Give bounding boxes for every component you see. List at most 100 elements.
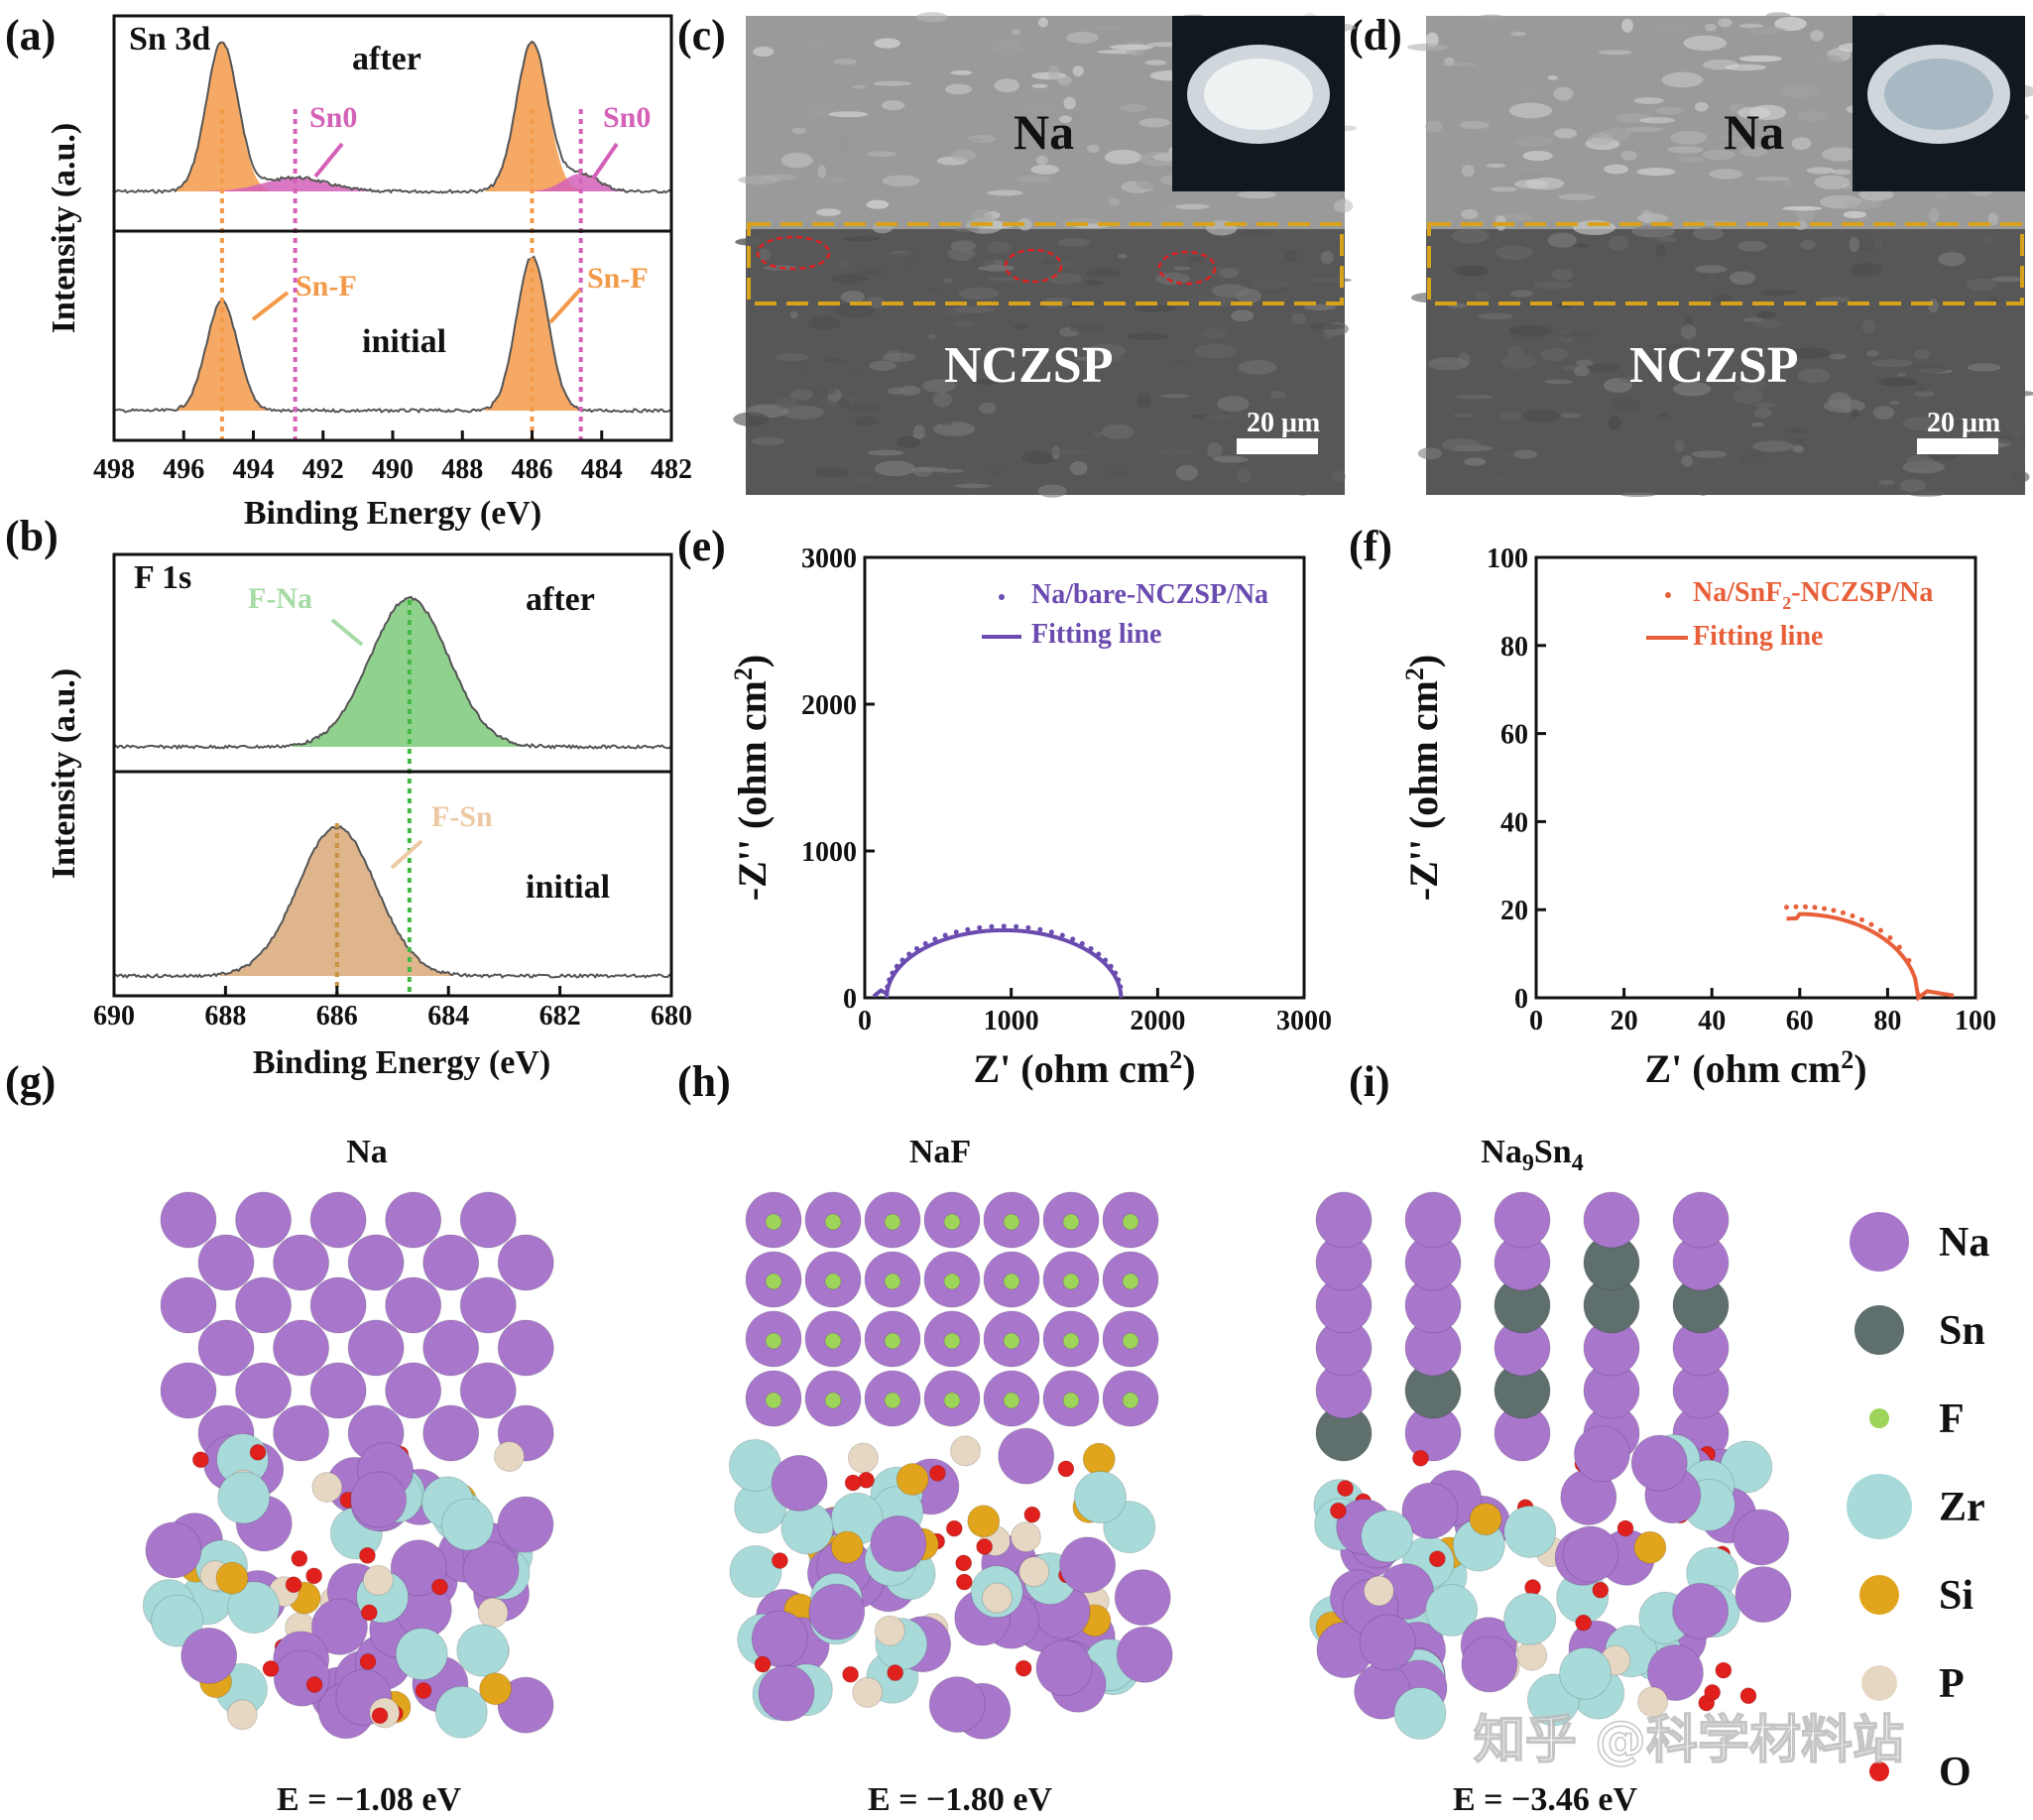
texture — [1905, 363, 1950, 374]
texture — [1800, 239, 1816, 250]
atom-p — [477, 1597, 509, 1629]
texture — [1477, 14, 1505, 21]
texture — [1240, 230, 1273, 237]
texture — [1017, 217, 1032, 231]
void-marker — [756, 235, 831, 271]
texture — [1725, 63, 1767, 71]
atom-na — [310, 1598, 368, 1655]
texture — [1717, 135, 1759, 142]
texture — [1791, 137, 1812, 151]
atom-zr — [151, 1594, 204, 1647]
texture — [985, 465, 1005, 476]
texture — [1823, 399, 1866, 414]
data-point — [989, 923, 995, 929]
texture — [1175, 464, 1199, 481]
atom-f — [1122, 1392, 1139, 1409]
structure-title-na9sn4: Na9Sn4 — [1481, 1134, 1583, 1176]
atom-na — [497, 1496, 554, 1553]
atom-na — [273, 1649, 330, 1707]
texture — [1617, 377, 1641, 384]
atom-na — [1734, 1566, 1792, 1624]
annot-fna: F-Na — [248, 582, 312, 615]
x-tick-label: 20 — [1611, 1006, 1638, 1036]
texture — [1030, 165, 1059, 175]
texture — [1518, 84, 1534, 99]
atom-o — [844, 1474, 862, 1492]
texture — [1031, 83, 1048, 88]
texture — [881, 100, 905, 111]
atom-f — [765, 1392, 782, 1409]
peak-fill — [485, 43, 579, 191]
texture — [1574, 365, 1590, 377]
atom-o — [976, 1537, 994, 1555]
legend-label-data: Na/bare-NCZSP/Na — [1031, 579, 1268, 610]
peak-fill — [200, 178, 390, 191]
atom-o — [262, 1659, 280, 1677]
texture — [843, 369, 873, 374]
atom-na — [1733, 1509, 1790, 1566]
atom-o — [305, 1675, 323, 1693]
atom-f — [765, 1213, 782, 1231]
label-initial-a: initial — [362, 323, 446, 360]
data-point — [1070, 936, 1076, 942]
atom-si — [896, 1463, 929, 1497]
texture — [1709, 169, 1743, 180]
texture — [1759, 290, 1799, 296]
texture — [758, 248, 771, 262]
void-marker — [1004, 248, 1063, 284]
data-point — [965, 926, 971, 932]
atom-f — [1062, 1273, 1080, 1290]
texture — [780, 152, 813, 169]
atom-zr — [1425, 1583, 1479, 1637]
texture — [1521, 409, 1561, 423]
atom-f — [1122, 1213, 1139, 1231]
texture — [950, 69, 973, 75]
atom-f — [1003, 1332, 1020, 1350]
data-point — [1025, 924, 1031, 930]
atom-na — [928, 1676, 986, 1734]
data-point — [1116, 977, 1122, 983]
atom-na — [459, 1276, 517, 1334]
texture — [1831, 169, 1852, 176]
legend-label-f: F — [1939, 1396, 1965, 1442]
data-point — [1059, 932, 1065, 938]
data-point — [942, 932, 948, 938]
texture — [1475, 291, 1491, 301]
texture — [882, 352, 916, 362]
x-tick-label: 494 — [233, 454, 275, 485]
data-point — [1896, 944, 1902, 950]
plot-frame — [863, 555, 1306, 1000]
texture — [1621, 18, 1633, 33]
atom-na — [422, 1404, 480, 1462]
label-after-b: after — [526, 581, 595, 618]
texture — [954, 227, 981, 232]
atom-na — [235, 1276, 293, 1334]
texture — [1438, 61, 1478, 66]
texture — [1756, 310, 1776, 318]
texture — [1587, 189, 1602, 196]
atom-o — [1411, 1449, 1429, 1467]
texture — [789, 389, 814, 401]
atom-na — [758, 1664, 815, 1722]
texture — [1021, 450, 1059, 464]
y-tick-label: 100 — [1487, 544, 1528, 574]
arrow-sn0-2 — [591, 142, 619, 181]
atom-zr — [1503, 1592, 1557, 1645]
texture — [1702, 149, 1735, 161]
texture — [1459, 120, 1490, 130]
texture — [1966, 278, 1997, 292]
x-tick-label: 482 — [651, 454, 692, 485]
legend-label-fit: Fitting line — [1693, 621, 1823, 652]
annot-snf-2: Sn-F — [587, 262, 649, 295]
atom-na — [160, 1191, 217, 1249]
atom-si — [1633, 1530, 1667, 1564]
texture — [867, 151, 897, 158]
texture — [1110, 447, 1136, 453]
texture — [932, 422, 976, 436]
texture — [1610, 397, 1640, 413]
atom-o — [359, 1652, 377, 1670]
texture — [774, 353, 809, 362]
atom-zr — [217, 1471, 271, 1524]
atom-o — [842, 1665, 860, 1683]
atom-p — [1018, 1556, 1050, 1588]
